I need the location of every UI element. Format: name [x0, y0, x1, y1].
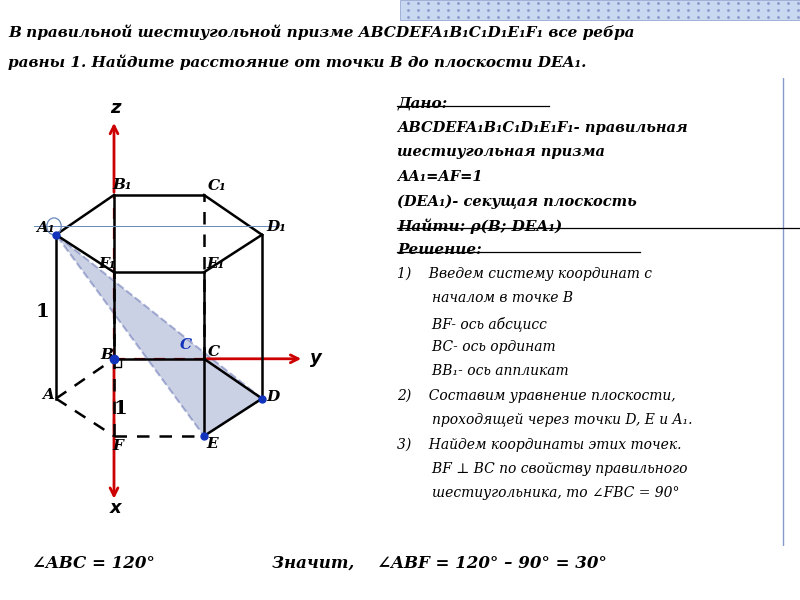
- Text: C₁: C₁: [208, 179, 226, 193]
- Text: шестиугольная призма: шестиугольная призма: [397, 145, 606, 160]
- Text: равны 1. Найдите расстояние от точки B до плоскости DEA₁.: равны 1. Найдите расстояние от точки B д…: [8, 54, 586, 70]
- Text: C: C: [208, 346, 220, 359]
- Text: 1: 1: [114, 400, 128, 418]
- Text: A: A: [42, 388, 54, 401]
- Text: E₁: E₁: [206, 257, 224, 271]
- Text: y: y: [310, 349, 322, 367]
- Text: В правильной шестиугольной призме ABCDEFA₁B₁C₁D₁E₁F₁ все ребра: В правильной шестиугольной призме ABCDEF…: [8, 24, 634, 40]
- Text: 2)    Составим уравнение плоскости,: 2) Составим уравнение плоскости,: [397, 389, 676, 403]
- Text: началом в точке B: началом в точке B: [397, 292, 574, 305]
- Text: E: E: [206, 437, 218, 451]
- Text: Дано:: Дано:: [397, 97, 447, 111]
- Text: ABCDEFA₁B₁C₁D₁E₁F₁- правильная: ABCDEFA₁B₁C₁D₁E₁F₁- правильная: [397, 121, 688, 135]
- Text: B₁: B₁: [112, 178, 131, 193]
- Text: 1: 1: [36, 302, 50, 320]
- Text: D: D: [267, 390, 280, 404]
- Text: A₁: A₁: [36, 221, 54, 235]
- Text: F₁: F₁: [99, 257, 116, 271]
- Text: 1)    Введем систему координат с: 1) Введем систему координат с: [397, 267, 652, 281]
- Text: BC- ось ординат: BC- ось ординат: [397, 340, 556, 354]
- Text: Решение:: Решение:: [397, 243, 482, 257]
- Text: шестиугольника, то ∠FBC = 90°: шестиугольника, то ∠FBC = 90°: [397, 486, 680, 500]
- Text: (DEA₁)- секущая плоскость: (DEA₁)- секущая плоскость: [397, 194, 637, 209]
- Text: B: B: [100, 348, 113, 362]
- Text: ∠ABC = 120°: ∠ABC = 120°: [32, 555, 155, 572]
- Text: Найти: ρ(B; DEA₁): Найти: ρ(B; DEA₁): [397, 218, 562, 234]
- Text: AA₁=AF=1: AA₁=AF=1: [397, 170, 482, 184]
- Text: x: x: [110, 499, 122, 517]
- Text: BF ⊥ BC по свойству правильного: BF ⊥ BC по свойству правильного: [397, 462, 688, 476]
- Text: C: C: [180, 338, 192, 352]
- Text: BF- ось абсцисс: BF- ось абсцисс: [397, 316, 547, 331]
- Text: z: z: [110, 99, 121, 117]
- Text: 3)    Найдем координаты этих точек.: 3) Найдем координаты этих точек.: [397, 437, 682, 452]
- Text: BB₁- ось аппликат: BB₁- ось аппликат: [397, 364, 569, 379]
- Text: D₁: D₁: [266, 220, 286, 234]
- Text: F: F: [112, 439, 123, 453]
- Polygon shape: [56, 235, 262, 436]
- Text: проходящей через точки D, E и A₁.: проходящей через точки D, E и A₁.: [397, 413, 693, 427]
- Text: Значит,    ∠ABF = 120° – 90° = 30°: Значит, ∠ABF = 120° – 90° = 30°: [272, 555, 607, 572]
